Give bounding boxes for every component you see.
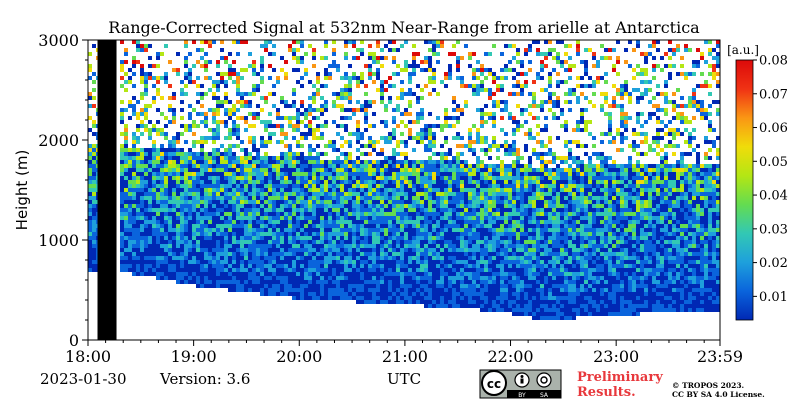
colorbar-tick-label: 0.06	[759, 121, 788, 136]
heatmap-cells	[88, 40, 720, 320]
y-tick-label: 2000	[38, 131, 79, 150]
y-tick-label: 1000	[38, 231, 79, 250]
colorbar-gradient	[735, 59, 754, 321]
preliminary-line2: Results.	[577, 385, 636, 400]
footer-version: Version: 3.6	[159, 370, 250, 388]
colorbar-ticks: 0.01 0.02 0.03 0.04 0.05 0.06 0.07 0.08	[753, 54, 788, 305]
colorbar-tick-label: 0.08	[759, 54, 788, 69]
x-tick-label: 19:00	[171, 347, 217, 366]
data-gap	[97, 40, 117, 340]
copyright-line2: CC BY SA 4.0 License.	[672, 390, 765, 399]
heatmap-cell-group	[88, 40, 720, 252]
x-tick-label: 22:00	[487, 347, 533, 366]
copyright-line1: © TROPOS 2023.	[672, 381, 744, 390]
colorbar-tick-label: 0.05	[759, 155, 788, 170]
heatmap-cell-group	[88, 40, 720, 288]
colorbar-tick-label: 0.01	[759, 290, 788, 305]
colorbar-tick-label: 0.07	[759, 87, 788, 102]
y-axis: 0 1000 2000 3000	[38, 31, 88, 350]
heatmap-cell-group	[88, 40, 720, 320]
x-tick-label: 18:00	[65, 347, 111, 366]
cc-license-badge: cc BY SA	[479, 369, 562, 399]
chart-title: Range-Corrected Signal at 532nm Near-Ran…	[108, 18, 700, 37]
x-axis: 18:00 19:00 20:00 21:00 22:00 23:00 23:59	[65, 340, 743, 366]
colorbar-unit: [a.u.]	[727, 43, 759, 57]
x-tick-label: 21:00	[382, 347, 428, 366]
colorbar-tick-label: 0.04	[759, 189, 788, 204]
sa-icon	[536, 372, 552, 388]
sa-label: SA	[540, 392, 549, 399]
cc-icon	[481, 370, 507, 396]
footer: 2023-01-30 Version: 3.6 UTC cc BY SA Pre…	[40, 369, 765, 400]
x-tick-label: 23:00	[593, 347, 639, 366]
x-tick-label: 23:59	[697, 347, 743, 366]
cc-text: cc	[487, 377, 501, 391]
colorbar-tick-label: 0.02	[759, 256, 788, 271]
footer-utc: UTC	[387, 370, 421, 388]
colorbar-tick-label: 0.03	[759, 222, 788, 237]
plot-frame	[87, 39, 721, 341]
y-tick-label: 3000	[38, 31, 79, 50]
y-axis-label: Height (m)	[13, 150, 31, 231]
by-label: BY	[518, 392, 526, 399]
y-tick-label: 0	[69, 331, 79, 350]
heatmap-cell-group	[88, 40, 720, 300]
plot-area: 0 1000 2000 3000 18:00 19:00 20:00 21:00 22:00 2…	[38, 31, 743, 366]
x-tick-label: 20:00	[276, 347, 322, 366]
footer-date: 2023-01-30	[40, 370, 126, 388]
colorbar: [a.u.] 0.01 0.02 0.03 0.04 0.05 0.06 0.07 0.08	[727, 43, 788, 321]
preliminary-line1: Preliminary	[577, 370, 663, 385]
